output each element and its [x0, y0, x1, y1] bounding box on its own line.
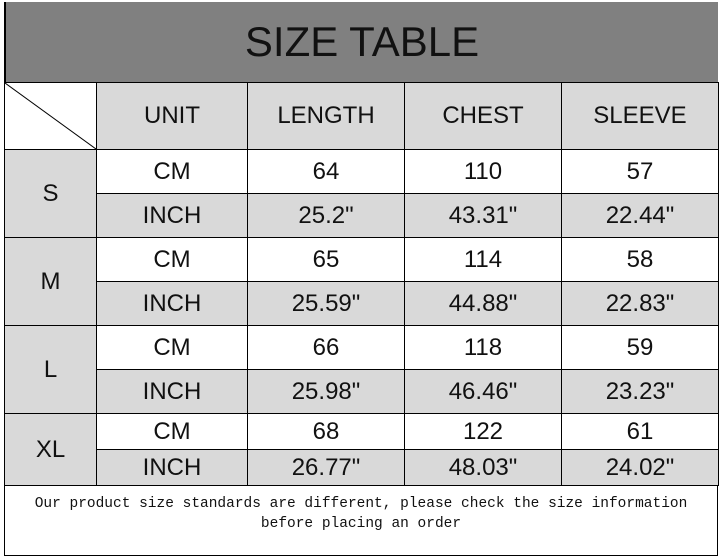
- size-table-container: SIZE TABLE UNIT LENGTH CHEST SLEEVE S CM 6…: [4, 2, 719, 556]
- size-label: S: [4, 149, 97, 238]
- unit-cell: CM: [96, 413, 248, 450]
- chest-cell: 122: [404, 413, 562, 450]
- length-cell: 65: [247, 237, 405, 282]
- table-row: INCH 25.98" 46.46" 23.23": [5, 369, 719, 414]
- sleeve-cell: 23.23": [561, 369, 719, 414]
- unit-cell: CM: [96, 237, 248, 282]
- unit-cell: CM: [96, 325, 248, 370]
- length-cell: 25.2": [247, 193, 405, 238]
- unit-cell: INCH: [96, 369, 248, 414]
- sleeve-cell: 59: [561, 325, 719, 370]
- length-cell: 66: [247, 325, 405, 370]
- table-row: M CM 65 114 58: [4, 237, 719, 326]
- length-cell: 25.59": [247, 281, 405, 326]
- header-chest: CHEST: [404, 82, 562, 150]
- table-title: SIZE TABLE: [4, 2, 718, 82]
- sleeve-cell: 58: [561, 237, 719, 282]
- unit-cell: INCH: [96, 449, 248, 486]
- unit-cell: INCH: [96, 193, 248, 238]
- size-table: UNIT LENGTH CHEST SLEEVE S CM 64 110 57 INCH 2…: [4, 82, 719, 486]
- sleeve-cell: 61: [561, 413, 719, 450]
- chest-cell: 43.31": [404, 193, 562, 238]
- sleeve-cell: 57: [561, 149, 719, 194]
- chest-cell: 44.88": [404, 281, 562, 326]
- header-row: UNIT LENGTH CHEST SLEEVE: [4, 82, 719, 150]
- size-label: XL: [4, 413, 97, 486]
- chest-cell: 48.03": [404, 449, 562, 486]
- length-cell: 26.77": [247, 449, 405, 486]
- length-cell: 64: [247, 149, 405, 194]
- size-label: L: [4, 325, 97, 414]
- unit-cell: CM: [96, 149, 248, 194]
- chest-cell: 110: [404, 149, 562, 194]
- header-length: LENGTH: [247, 82, 405, 150]
- chest-cell: 118: [404, 325, 562, 370]
- unit-cell: INCH: [96, 281, 248, 326]
- length-cell: 25.98": [247, 369, 405, 414]
- header-sleeve: SLEEVE: [561, 82, 719, 150]
- diagonal-corner-cell: [4, 82, 97, 150]
- table-row: L CM 66 118 59: [4, 325, 719, 414]
- header-unit: UNIT: [96, 82, 248, 150]
- table-row: INCH 25.2" 43.31" 22.44": [5, 193, 719, 238]
- table-row: INCH 25.59" 44.88" 22.83": [5, 281, 719, 326]
- table-row: XL CM 68 122 61: [4, 413, 719, 486]
- sleeve-cell: 22.44": [561, 193, 719, 238]
- footer-note: Our product size standards are different…: [4, 486, 718, 556]
- size-label: M: [4, 237, 97, 326]
- sleeve-cell: 24.02": [561, 449, 719, 486]
- length-cell: 68: [247, 413, 405, 450]
- sleeve-cell: 22.83": [561, 281, 719, 326]
- chest-cell: 46.46": [404, 369, 562, 414]
- table-row: S CM 64 110 57: [4, 149, 719, 238]
- table-row: INCH 26.77" 48.03" 24.02": [5, 449, 719, 486]
- chest-cell: 114: [404, 237, 562, 282]
